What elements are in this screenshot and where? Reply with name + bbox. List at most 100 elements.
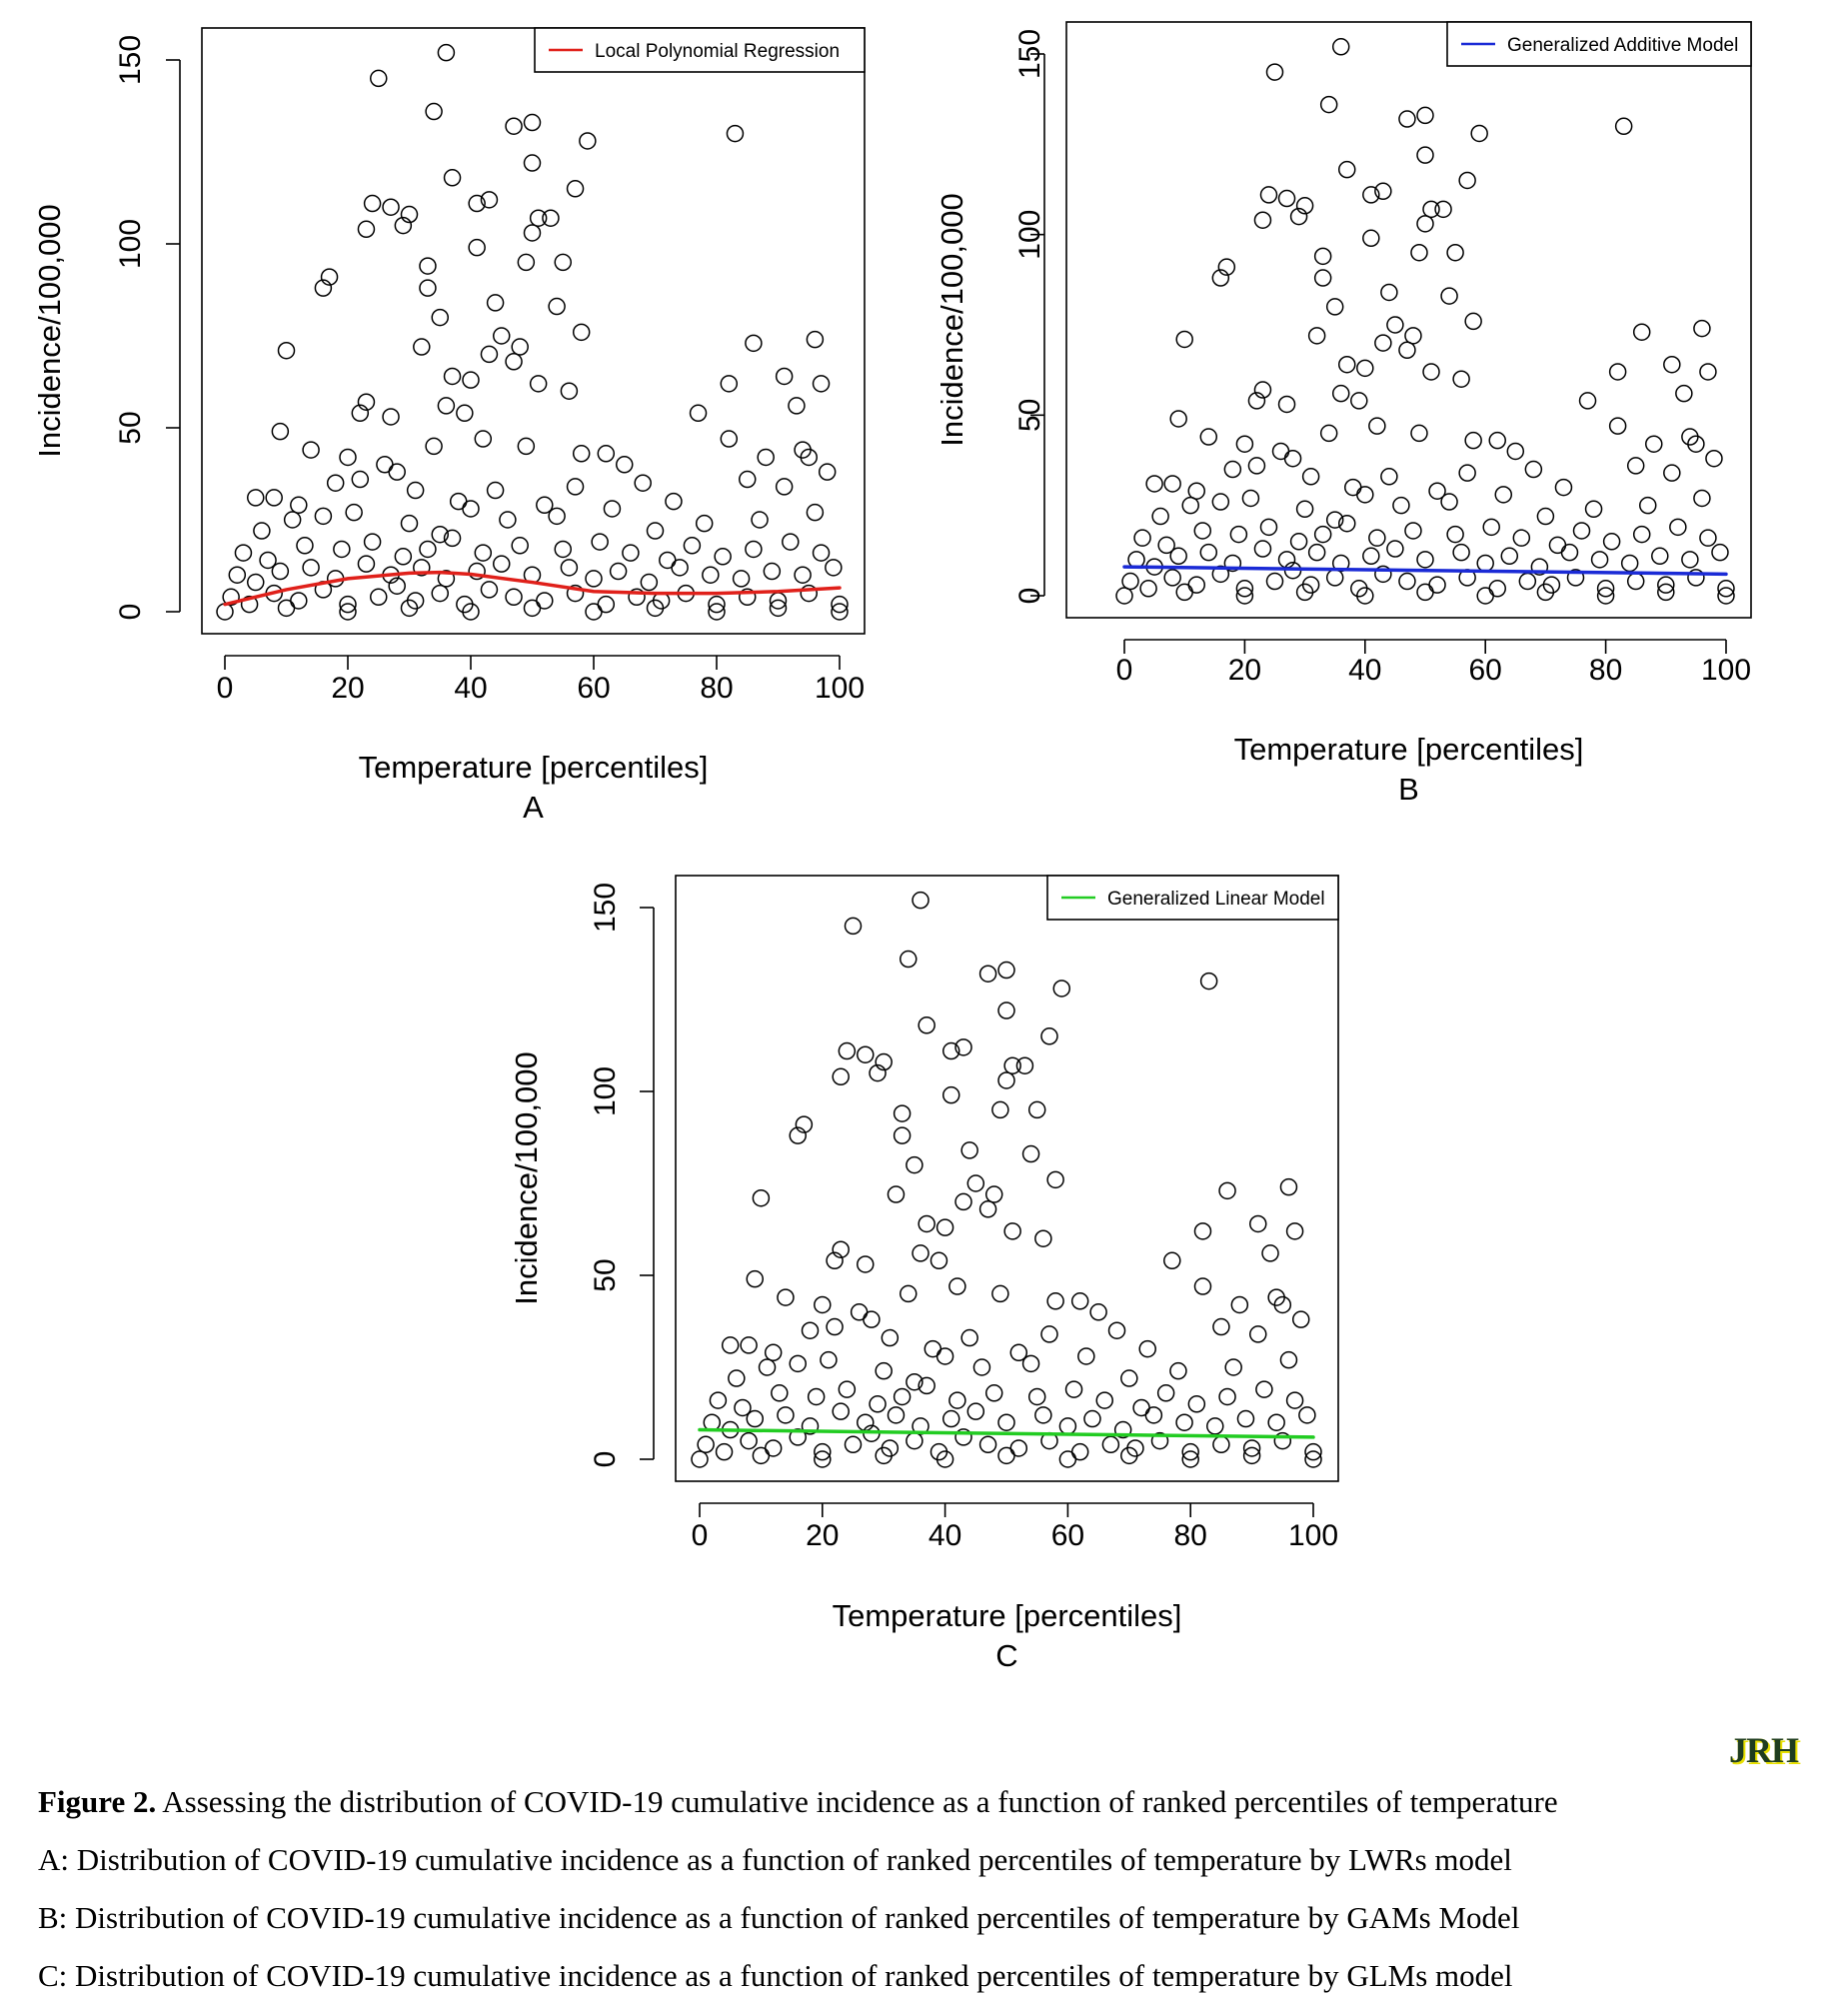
data-point xyxy=(838,1041,857,1060)
data-point xyxy=(228,566,247,584)
data-point xyxy=(1163,475,1181,493)
x-tick-label: 0 xyxy=(692,1519,709,1552)
data-point xyxy=(1590,551,1609,569)
data-point xyxy=(758,1358,777,1376)
figure-caption-title: Figure 2. Assessing the distribution of … xyxy=(38,1784,1837,1820)
data-point xyxy=(646,599,665,618)
data-point xyxy=(1428,482,1446,500)
data-point xyxy=(363,194,382,213)
chart-panel-b: 0 20 40 60 80 100 0 50 100 150 Temperature [percen… xyxy=(934,21,1752,807)
y-tick-label: 150 xyxy=(589,883,622,933)
data-point xyxy=(1356,359,1374,378)
data-point xyxy=(1021,1144,1040,1163)
data-point xyxy=(1265,572,1284,591)
data-point xyxy=(1120,1446,1138,1465)
plot-frame xyxy=(675,875,1339,1482)
data-point xyxy=(296,537,314,555)
data-point xyxy=(720,430,739,448)
data-point xyxy=(1313,525,1332,544)
data-point xyxy=(1169,547,1187,566)
data-point xyxy=(1416,215,1434,233)
data-point xyxy=(941,1085,960,1104)
data-point xyxy=(789,1428,807,1446)
data-point xyxy=(603,500,622,518)
data-point xyxy=(752,1188,771,1207)
data-point xyxy=(351,470,370,489)
data-point xyxy=(1506,442,1525,461)
data-point xyxy=(1626,572,1645,591)
y-tick-label: 0 xyxy=(1013,588,1046,605)
data-point xyxy=(1181,1442,1199,1461)
data-point xyxy=(1392,496,1410,515)
data-point xyxy=(394,216,413,235)
data-point xyxy=(339,595,357,614)
data-point xyxy=(1253,540,1272,558)
data-point xyxy=(339,448,357,467)
data-point xyxy=(1259,186,1278,204)
data-point xyxy=(486,294,505,312)
data-point xyxy=(801,1417,820,1435)
panel-label: B xyxy=(1398,772,1419,807)
x-tick-label: 60 xyxy=(577,672,610,705)
data-point xyxy=(1169,410,1187,428)
data-point xyxy=(1380,468,1398,486)
data-point xyxy=(1693,489,1711,508)
data-point xyxy=(1279,1177,1298,1196)
data-point xyxy=(499,511,517,529)
data-point xyxy=(1211,493,1230,511)
data-point xyxy=(566,180,585,198)
data-point xyxy=(1015,1056,1034,1074)
data-point xyxy=(1416,106,1434,125)
data-point xyxy=(548,297,566,316)
data-point xyxy=(406,481,425,500)
data-point xyxy=(1362,547,1380,566)
data-point xyxy=(1113,1420,1132,1439)
y-tick-label: 100 xyxy=(1013,210,1046,260)
data-point xyxy=(1452,543,1470,562)
data-point xyxy=(789,1354,807,1373)
data-point xyxy=(800,584,818,603)
data-point xyxy=(795,1115,814,1133)
data-point xyxy=(314,507,333,526)
data-point xyxy=(814,1442,832,1461)
data-point xyxy=(271,422,290,441)
data-point xyxy=(1687,569,1705,587)
data-point xyxy=(505,353,523,371)
x-tick-label: 20 xyxy=(331,672,364,705)
data-point xyxy=(523,599,542,618)
data-point xyxy=(1009,1343,1028,1362)
x-tick-label: 40 xyxy=(454,672,487,705)
x-tick-label: 100 xyxy=(815,672,865,705)
data-point xyxy=(745,334,763,353)
data-point xyxy=(1009,1439,1028,1457)
data-point xyxy=(875,1446,893,1465)
data-point xyxy=(1235,435,1254,453)
data-point xyxy=(1404,522,1422,540)
caption-line-b: B: Distribution of COVID-19 cumulative i… xyxy=(38,1900,1520,1935)
data-point xyxy=(1687,435,1705,453)
data-point xyxy=(529,375,548,393)
data-point xyxy=(1235,587,1254,605)
data-point xyxy=(929,1251,948,1270)
data-point xyxy=(1699,363,1717,381)
data-point xyxy=(523,154,542,172)
data-point xyxy=(1289,533,1308,551)
data-point xyxy=(1301,468,1320,486)
data-point xyxy=(972,1358,991,1376)
data-point xyxy=(1095,1391,1113,1409)
data-point xyxy=(283,511,302,529)
data-point xyxy=(1681,428,1699,446)
data-point xyxy=(745,540,763,559)
x-tick-label: 40 xyxy=(1348,654,1381,687)
data-point xyxy=(585,603,603,621)
data-point xyxy=(628,588,646,607)
data-point xyxy=(1187,482,1205,500)
data-point xyxy=(1608,363,1627,381)
data-point xyxy=(1325,511,1344,529)
data-point xyxy=(1034,1229,1052,1247)
data-point xyxy=(978,965,997,983)
data-point xyxy=(1040,1325,1058,1343)
data-point xyxy=(726,124,745,143)
data-point xyxy=(1398,110,1416,128)
data-point xyxy=(1404,327,1422,345)
